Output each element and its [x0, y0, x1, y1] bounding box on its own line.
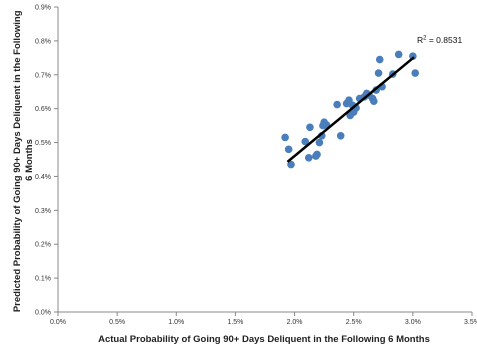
y-tick-label: 0.7%: [35, 72, 51, 79]
data-point: [304, 154, 313, 162]
y-tick-label: 0.9%: [35, 5, 51, 12]
y-axis-ticks: 0.0% 0.1% 0.2% 0.3% 0.4% 0.5% 0.6% 0.7% 0.8% 0.9%: [35, 5, 58, 317]
r-squared-superscript: 2: [423, 36, 427, 42]
x-tick-label: 2.0%: [287, 319, 303, 326]
x-tick-label: 2.5%: [346, 319, 362, 326]
data-point: [313, 150, 321, 159]
y-tick-label: 0.8%: [35, 38, 51, 45]
x-tick-label: 3.5%: [464, 319, 477, 326]
y-axis-title-line2: 6 Months: [24, 139, 35, 181]
data-point: [394, 50, 403, 59]
x-tick-label: 0.0%: [50, 319, 66, 326]
y-tick-label: 0.5%: [35, 140, 51, 147]
data-point: [374, 69, 383, 77]
r-squared-base: R: [417, 35, 423, 45]
y-tick-label: 0.6%: [35, 106, 51, 113]
r-squared-annotation: R2 = 0.8531: [417, 35, 462, 45]
data-point: [375, 55, 384, 64]
y-tick-label: 0.2%: [35, 242, 51, 249]
y-axis-title-line1: Predicted Probability of Going 90+ Days …: [12, 10, 23, 312]
data-point: [315, 138, 324, 147]
data-point: [306, 123, 314, 132]
data-point: [370, 97, 378, 106]
x-tick-label: 1.0%: [168, 319, 184, 326]
x-tick-label: 1.5%: [227, 319, 243, 326]
data-point: [333, 100, 341, 109]
y-axis-title: Predicted Probability of Going 90+ Days …: [12, 8, 35, 312]
y-tick-label: 0.0%: [35, 310, 51, 317]
y-tick-label: 0.4%: [35, 174, 51, 181]
x-tick-label: 0.5%: [109, 319, 125, 326]
data-point: [281, 133, 289, 142]
data-point: [336, 131, 345, 140]
data-point: [284, 145, 293, 154]
x-axis-ticks: 0.0% 0.5% 1.0% 1.5% 2.0% 2.5% 3.0% 3.5%: [50, 312, 477, 326]
data-point: [301, 137, 310, 146]
trendline: [286, 56, 415, 163]
y-tick-label: 0.3%: [35, 208, 51, 215]
data-point: [287, 160, 295, 169]
data-point: [411, 69, 420, 77]
y-tick-label: 0.1%: [35, 276, 51, 283]
x-tick-label: 3.0%: [405, 319, 421, 326]
x-axis-title: Actual Probability of Going 90+ Days Del…: [98, 334, 430, 345]
r-squared-value: = 0.8531: [426, 35, 462, 45]
